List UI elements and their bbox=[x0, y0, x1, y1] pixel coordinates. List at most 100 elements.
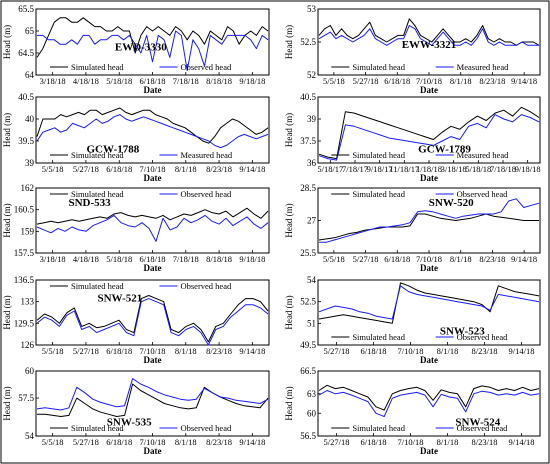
legend-label-observed: Observed head bbox=[457, 423, 508, 433]
series-line-observed bbox=[36, 214, 269, 242]
y-tick-label: 52 bbox=[307, 70, 316, 80]
y-axis-label: Head (m) bbox=[2, 386, 12, 420]
x-tick-label: 3/18/18 bbox=[40, 254, 66, 264]
x-axis-label: Date bbox=[144, 173, 162, 183]
y-tick-label: 52.5 bbox=[300, 37, 316, 47]
y-tick-label: 162 bbox=[21, 183, 35, 193]
x-tick-label: 7/10/18 bbox=[416, 76, 442, 86]
chart-panel-4: 36 37.5 39 40.5 5/18/177/18/179/18/1711/18/1… bbox=[284, 92, 541, 183]
legend-label-observed: Measured head bbox=[457, 150, 509, 160]
x-tick-label: 5/27/18 bbox=[324, 437, 350, 447]
y-tick-label: 37.5 bbox=[300, 136, 316, 146]
x-tick-label: 5/27/18 bbox=[324, 346, 350, 356]
x-tick-label: 8/1/18 bbox=[437, 346, 459, 356]
series-line-simulated bbox=[36, 17, 269, 58]
station-title: SNW-535 bbox=[107, 417, 152, 429]
x-tick-label: 7/10/18 bbox=[140, 346, 166, 356]
y-tick-label: 65 bbox=[25, 26, 35, 36]
y-axis-label: Head (m) bbox=[284, 295, 294, 329]
x-tick-label: 3/18/18 bbox=[441, 164, 467, 174]
series-line-observed bbox=[36, 378, 269, 411]
legend-label-observed: Observed head bbox=[457, 332, 508, 342]
x-tick-label: 5/18/18 bbox=[106, 254, 132, 264]
x-tick-label: 7/18/18 bbox=[490, 164, 516, 174]
plot-frame bbox=[317, 370, 541, 437]
series-line-observed bbox=[319, 198, 540, 243]
station-title: SNW-524 bbox=[455, 417, 500, 429]
chart-panel-6: 25.5 27 28.5 5/5/18 5/27/18 6/18/18 7/10/18 8/1… bbox=[284, 183, 541, 273]
y-tick-label: 39 bbox=[307, 114, 317, 124]
y-axis-label: Head (m) bbox=[2, 295, 12, 329]
chart-panel-8: 49.5 51 52.5 54 5/27/18 6/18/18 7/10/18 8/1/18 8… bbox=[284, 275, 541, 365]
x-tick-label: 5/5/18 bbox=[323, 76, 345, 86]
x-axis-label: Date bbox=[420, 355, 438, 365]
station-title: GCW-1789 bbox=[418, 143, 471, 155]
station-title: SNW-523 bbox=[440, 326, 485, 338]
series-line-simulated bbox=[318, 106, 540, 160]
x-tick-label: 5/27/18 bbox=[353, 76, 379, 86]
x-tick-label: 8/23/18 bbox=[206, 164, 232, 174]
y-axis-label: Head (m) bbox=[284, 386, 294, 420]
x-tick-label: 7/18/17 bbox=[342, 164, 368, 174]
y-tick-label: 129.5 bbox=[14, 318, 35, 328]
y-tick-label: 40.5 bbox=[18, 92, 34, 102]
y-tick-label: 28.5 bbox=[300, 183, 316, 193]
x-axis-label: Date bbox=[420, 173, 438, 183]
x-tick-label: 6/18/18 bbox=[106, 437, 132, 447]
y-tick-label: 36 bbox=[307, 158, 317, 168]
series-line-observed bbox=[318, 390, 540, 417]
station-title: SNW-521 bbox=[97, 292, 142, 304]
series-line-observed bbox=[318, 114, 540, 161]
x-tick-label: 8/18/18 bbox=[206, 254, 232, 264]
chart-panel-1: 64 64.5 65 65.5 3/18/18 4/18/18 5/18/18 6/18/18… bbox=[2, 4, 270, 95]
legend-label-simulated: Simulated head bbox=[71, 62, 124, 72]
x-tick-label: 6/18/18 bbox=[106, 346, 132, 356]
x-tick-label: 6/18/18 bbox=[384, 76, 410, 86]
x-tick-label: 7/10/18 bbox=[398, 346, 424, 356]
series-line-observed bbox=[37, 30, 269, 72]
y-axis-label: Head (m) bbox=[2, 113, 12, 147]
legend-label-simulated: Simulated head bbox=[352, 62, 405, 72]
x-tick-label: 4/18/18 bbox=[73, 76, 99, 86]
x-tick-label: 5/5/18 bbox=[323, 254, 345, 264]
x-tick-label: 6/18/18 bbox=[106, 164, 132, 174]
x-tick-label: 8/23/18 bbox=[206, 437, 232, 447]
x-axis-label: Date bbox=[144, 355, 162, 365]
legend-label-simulated: Simulated head bbox=[352, 189, 405, 199]
station-title: EWW-3321 bbox=[402, 39, 457, 51]
x-tick-label: 5/27/18 bbox=[73, 437, 99, 447]
x-tick-label: 6/18/18 bbox=[140, 254, 166, 264]
legend-label-simulated: Simulated head bbox=[71, 150, 124, 160]
y-axis-label: Head (m) bbox=[284, 25, 294, 59]
y-tick-label: 126 bbox=[21, 340, 35, 350]
y-tick-label: 49.5 bbox=[300, 340, 316, 350]
y-tick-label: 51 bbox=[307, 318, 316, 328]
series-line-simulated bbox=[318, 213, 539, 241]
x-tick-label: 5/18/18 bbox=[106, 76, 132, 86]
x-tick-label: 6/18/18 bbox=[361, 437, 387, 447]
y-tick-label: 39.5 bbox=[18, 136, 34, 146]
x-tick-label: 9/14/18 bbox=[239, 164, 265, 174]
x-tick-label: 8/18/18 bbox=[206, 76, 232, 86]
y-tick-label: 64.5 bbox=[18, 48, 34, 58]
x-tick-label: 6/18/18 bbox=[140, 76, 166, 86]
x-axis-label: Date bbox=[144, 446, 162, 456]
x-tick-label: 8/23/18 bbox=[472, 437, 498, 447]
y-tick-label: 64 bbox=[25, 70, 35, 80]
x-tick-label: 3/18/18 bbox=[40, 76, 66, 86]
series-line-simulated bbox=[36, 295, 269, 343]
x-tick-label: 5/5/18 bbox=[42, 437, 64, 447]
x-tick-label: 7/18/18 bbox=[173, 76, 199, 86]
y-tick-label: 40.5 bbox=[300, 92, 316, 102]
y-axis-label: Head (m) bbox=[2, 203, 12, 237]
y-tick-label: 157.5 bbox=[14, 248, 35, 258]
x-tick-label: 11/18/17 bbox=[389, 164, 419, 174]
x-tick-label: 7/18/18 bbox=[173, 254, 199, 264]
x-tick-label: 9/14/18 bbox=[509, 346, 535, 356]
y-tick-label: 40 bbox=[25, 114, 35, 124]
y-axis-label: Head (m) bbox=[284, 113, 294, 147]
plot-frame bbox=[317, 279, 541, 346]
x-tick-label: 8/23/18 bbox=[479, 254, 505, 264]
